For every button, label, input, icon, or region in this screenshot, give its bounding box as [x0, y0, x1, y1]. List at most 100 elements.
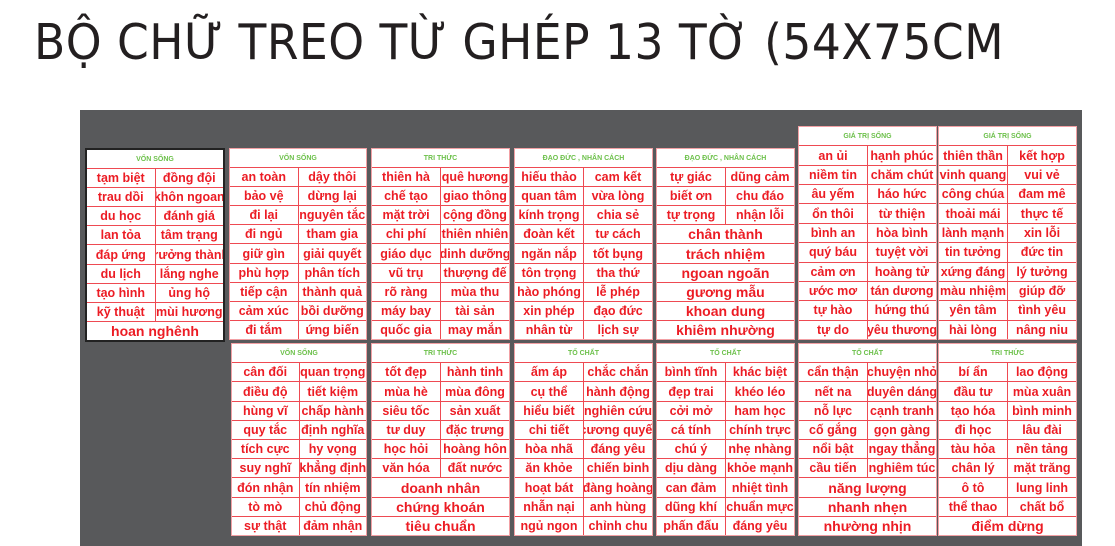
word-card: màu nhiệm [940, 284, 1006, 299]
word-row: hoạt bát đàng hoàng [515, 478, 652, 498]
word-card: học hỏi [383, 442, 429, 457]
word-card: hào phóng [517, 284, 581, 299]
word-card: khoan dung [685, 302, 766, 319]
word-card: tư duy [386, 422, 426, 437]
word-card: bí ẩn [958, 365, 988, 380]
word-card: phấn đấu [663, 518, 719, 533]
word-row: quý báu tuyệt vời [799, 243, 936, 263]
word-row: ấm áp chắc chắn [515, 363, 652, 383]
word-row: lành mạnh xin lỗi [939, 223, 1076, 244]
word-row: cầu tiến nghiêm túc [799, 459, 936, 479]
word-card: điểm dừng [971, 517, 1044, 534]
word-card: bình minh [1007, 401, 1076, 420]
word-row: tư duy đặc trưng [372, 420, 509, 441]
word-panel: TRI THỨC thiên hà quê hương chế tạo giao thô… [371, 148, 510, 340]
word-card: khôn ngoan [154, 188, 223, 207]
word-row: đẹp trai khéo léo [657, 382, 794, 402]
panel-category-title: VỐN SỐNG [232, 344, 366, 364]
word-card: mùa hè [384, 384, 428, 399]
word-card: cạnh tranh [867, 401, 936, 420]
word-row: chế tạo giao thông [372, 187, 509, 207]
word-card: du học [100, 209, 142, 224]
word-card: gương mẫu [686, 283, 765, 300]
word-row: chân thành [657, 225, 794, 245]
word-card: quan trọng [298, 363, 367, 382]
word-card: ô tô [961, 480, 985, 495]
word-card: dịu dàng [664, 461, 718, 476]
word-row: yên tâm tình yêu [939, 301, 1076, 321]
word-card: lịch sự [583, 320, 652, 339]
word-card: khỏe mạnh [725, 459, 794, 478]
word-row: thể thao chất bổ [939, 497, 1076, 517]
word-row: chân lý mặt trăng [939, 459, 1076, 479]
word-card: mùi hương [154, 302, 224, 321]
word-card: hùng vĩ [243, 403, 288, 418]
word-card: suy nghĩ [239, 461, 291, 476]
word-card: nghiên cứu [583, 401, 652, 420]
word-card: vui vẻ [1007, 165, 1076, 185]
word-row: năng lượng [799, 478, 936, 498]
word-card: năng lượng [828, 479, 907, 496]
word-card: gọn gàng [867, 420, 936, 440]
word-card: thiên hà [382, 170, 430, 185]
word-card: hòa bình [867, 223, 936, 243]
word-card: đi ngủ [245, 227, 283, 242]
word-card: tự hào [813, 303, 853, 318]
word-row: công chúa đam mê [939, 185, 1076, 205]
panel-category-title: VỐN SỐNG [230, 149, 366, 169]
word-card: trách nhiệm [685, 245, 766, 262]
word-card: chuẩn mực [725, 497, 794, 516]
word-row: an ủi hạnh phúc [799, 146, 936, 166]
word-row: tạo hóa bình minh [939, 401, 1076, 421]
word-row: hài lòng nâng niu [939, 320, 1076, 339]
word-row: kính trọng chia sẻ [515, 206, 652, 226]
word-row: quy tắc định nghĩa [232, 420, 367, 441]
word-card: dũng khí [664, 499, 718, 514]
word-card: nhiệt tình [725, 478, 794, 497]
panel-category-title: GIÁ TRỊ SỐNG [799, 127, 936, 147]
word-card: quy tắc [243, 422, 288, 437]
word-card: định nghĩa [298, 420, 367, 440]
word-row: phù hợp phân tích [230, 263, 366, 283]
word-panel: VỐN SỐNG tạm biệt đồng đội trau dồi khôn ngo… [85, 148, 225, 342]
word-row: ngăn nắp tốt bụng [515, 244, 652, 264]
word-card: đàng hoàng [583, 478, 652, 497]
word-card: chế tạo [384, 189, 428, 204]
word-card: ổn thôi [812, 206, 854, 221]
word-row: tự hào hứng thú [799, 301, 936, 321]
word-row: bình tĩnh khác biệt [657, 363, 794, 383]
panel-category-title: TRI THỨC [372, 149, 509, 169]
word-card: can đảm [665, 480, 717, 495]
word-card: đáp ứng [95, 247, 146, 262]
word-row: giáo dục dinh dưỡng [372, 244, 509, 264]
word-row: tiêu chuẩn [372, 517, 509, 535]
word-card: đáng yêu [583, 440, 652, 459]
word-card: ngoan ngoãn [681, 264, 770, 281]
word-card: lắng nghe [154, 264, 224, 283]
word-panel: ĐẠO ĐỨC , NHÂN CÁCH tự giác dũng cảm biết ơ… [656, 148, 795, 340]
word-card: ước mơ [808, 284, 858, 299]
word-card: hoan nghênh [111, 322, 199, 339]
word-row: tàu hỏa nền tảng [939, 440, 1076, 460]
word-card: đảm nhận [298, 516, 367, 536]
word-card: khác biệt [725, 363, 794, 382]
word-card: chấp hành [298, 401, 367, 420]
word-card: máy bay [380, 303, 432, 318]
word-card: lâu đài [1007, 420, 1076, 440]
word-row: đi lại nguyên tắc [230, 206, 366, 226]
word-card: lý tưởng [1007, 262, 1076, 281]
word-card: thành quả [297, 282, 367, 301]
word-card: lành mạnh [941, 225, 1005, 240]
word-card: bình tĩnh [664, 365, 718, 380]
word-card: tạo hình [96, 285, 146, 300]
word-card: cộng đồng [440, 206, 509, 225]
word-card: chia sẻ [583, 206, 652, 225]
word-card: quý báu [809, 245, 857, 260]
word-card: tán dương [867, 281, 936, 301]
word-row: tò mò chủ động [232, 497, 366, 517]
word-card: thoải mái [945, 206, 1001, 221]
word-row: suy nghĩ khẳng định [232, 459, 366, 479]
word-card: mùa xuân [1007, 382, 1076, 401]
word-card: mùa thu [440, 282, 509, 301]
word-row: dũng khí chuẩn mực [657, 497, 794, 517]
